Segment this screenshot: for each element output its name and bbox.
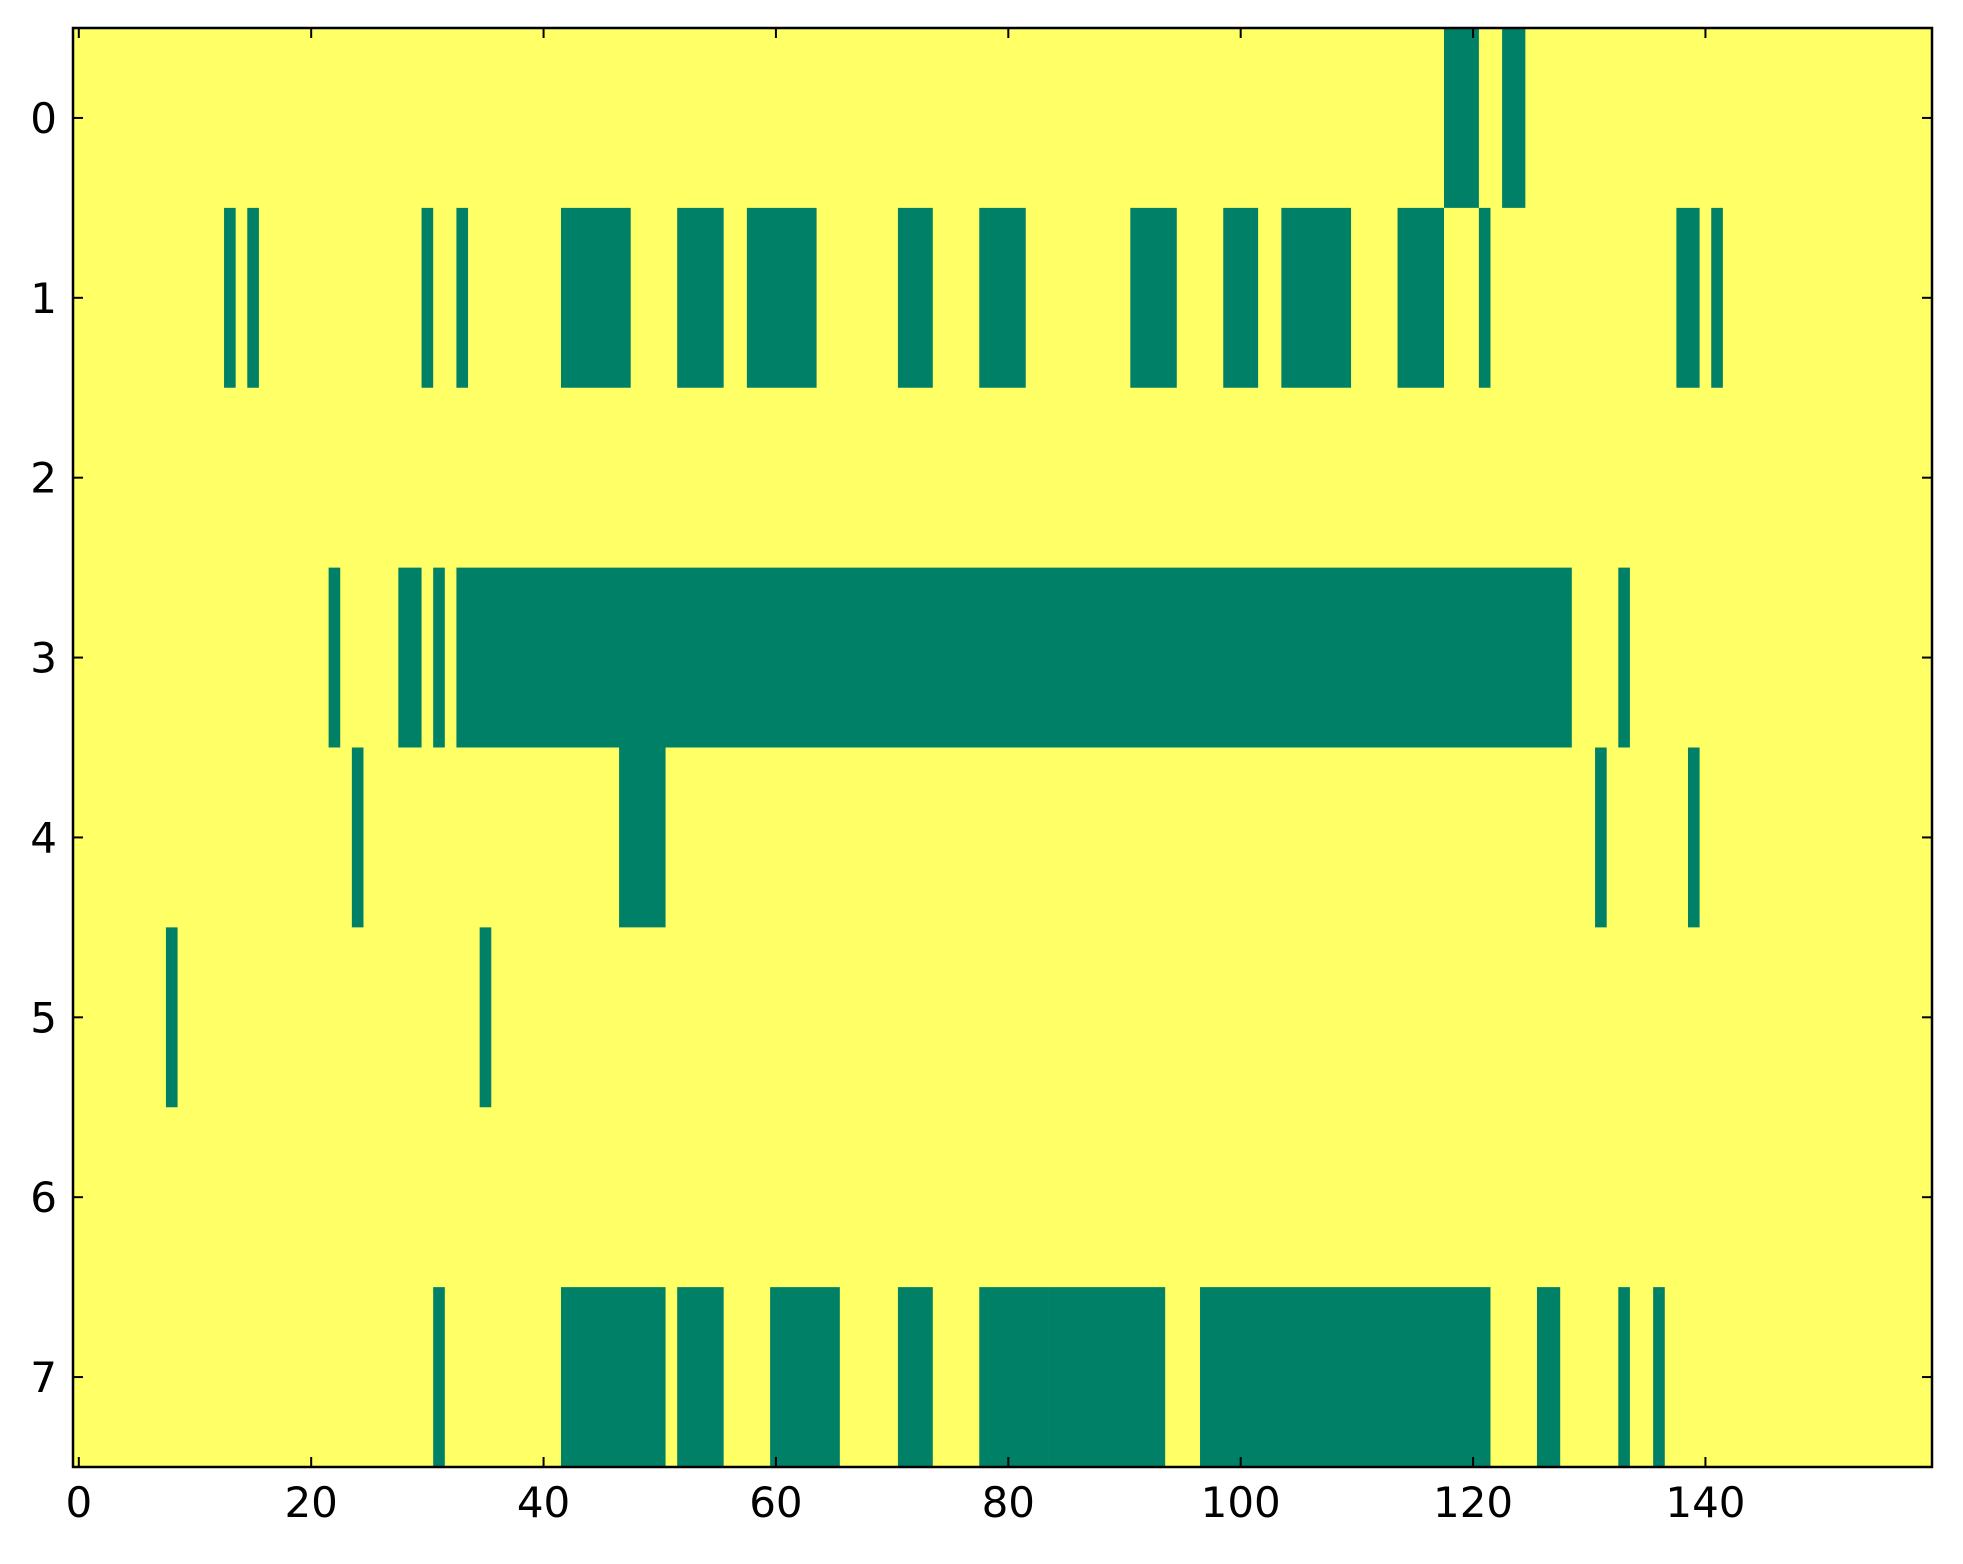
heatmap-cell-run (677, 207, 724, 388)
heatmap-cell-run (456, 207, 469, 388)
heatmap-cell-run (1711, 207, 1723, 388)
heatmap-cell-run (1502, 28, 1526, 208)
x-tick-label: 60 (749, 1478, 802, 1527)
heatmap-cell-run (1618, 1287, 1630, 1467)
y-tick-label: 6 (30, 1173, 57, 1222)
y-tick-label: 5 (30, 993, 57, 1042)
y-tick-label: 2 (30, 454, 57, 503)
heatmap-cell-run (746, 207, 817, 388)
heatmap-cell-run (421, 207, 434, 388)
heatmap-cell-run (351, 747, 364, 928)
heatmap-cell-run (897, 1287, 933, 1467)
heatmap-cell-run (677, 1287, 724, 1467)
x-tick-label: 120 (1433, 1478, 1513, 1527)
heatmap-cell-run (1200, 1287, 1491, 1467)
heatmap-cell-run (1223, 207, 1259, 388)
heatmap-cell-run (979, 1287, 1049, 1467)
heatmap-cell-run (1595, 747, 1607, 928)
heatmap-cell-run (560, 207, 631, 388)
heatmap-cell-run (1618, 567, 1630, 748)
y-tick-label: 0 (30, 94, 57, 143)
x-tick-label: 20 (284, 1478, 337, 1527)
y-tick-label: 4 (30, 813, 57, 862)
heatmap-cell-run (433, 1287, 445, 1467)
heatmap-cell-run (1444, 28, 1479, 208)
x-tick-label: 100 (1201, 1478, 1281, 1527)
heatmap-cell-run (1281, 207, 1352, 388)
x-tick-label: 80 (982, 1478, 1035, 1527)
heatmap-cell-run (1048, 1287, 1166, 1467)
heatmap-cell-run (456, 567, 1572, 748)
heatmap-cell-run (1688, 747, 1700, 928)
heatmap-cell-run (398, 567, 422, 748)
x-tick-label: 0 (65, 1478, 92, 1527)
heatmap-cell-run (247, 207, 259, 388)
heatmap-cell-run (770, 1287, 840, 1467)
heatmap-cell-run (479, 927, 492, 1108)
y-tick-label: 3 (30, 634, 57, 683)
heatmap-cell-run (165, 927, 178, 1108)
heatmap-cell-run (1397, 207, 1445, 388)
heatmap-cell-run (224, 207, 236, 388)
heatmap-cell-run (328, 567, 341, 748)
y-tick-label: 1 (30, 274, 57, 323)
x-tick-label: 40 (517, 1478, 570, 1527)
heatmap-cell-run (1536, 1287, 1561, 1467)
x-tick-label: 140 (1665, 1478, 1745, 1527)
heatmap-cell-run (619, 747, 666, 928)
heatmap-cell-run (1653, 1287, 1665, 1467)
heatmap-cell-run (1676, 207, 1700, 388)
heatmap-cell-run (1130, 207, 1177, 388)
heatmap-cell-run (433, 567, 445, 748)
y-tick-label: 7 (30, 1353, 57, 1402)
heatmap-cell-run (897, 207, 933, 388)
heatmap-cell-run (1478, 207, 1491, 388)
heatmap-cell-run (560, 1287, 666, 1467)
heatmap-cell-run (979, 207, 1026, 388)
plot-frame (71, 26, 1934, 1469)
